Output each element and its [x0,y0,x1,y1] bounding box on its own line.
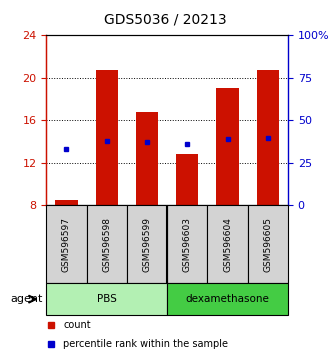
Text: percentile rank within the sample: percentile rank within the sample [63,339,228,349]
Bar [248,205,288,283]
Bar [257,70,279,205]
Text: GSM596605: GSM596605 [263,217,272,272]
Bar [96,70,118,205]
Text: GSM596598: GSM596598 [102,217,111,272]
Bar [55,200,77,205]
Text: GSM596603: GSM596603 [183,217,192,272]
Bar [46,205,87,283]
Bar [208,205,248,283]
Bar [176,154,198,205]
Text: GSM596599: GSM596599 [143,217,152,272]
Bar [167,205,208,283]
Bar [167,283,288,315]
Text: PBS: PBS [97,294,117,304]
Bar [136,112,158,205]
Text: count: count [63,320,91,330]
Bar [46,283,167,315]
Text: GDS5036 / 20213: GDS5036 / 20213 [104,12,227,27]
Bar [216,88,239,205]
Text: GSM596604: GSM596604 [223,217,232,272]
Text: dexamethasone: dexamethasone [186,294,269,304]
Bar [127,205,167,283]
Text: GSM596597: GSM596597 [62,217,71,272]
Bar [87,205,127,283]
Text: agent: agent [11,294,43,304]
